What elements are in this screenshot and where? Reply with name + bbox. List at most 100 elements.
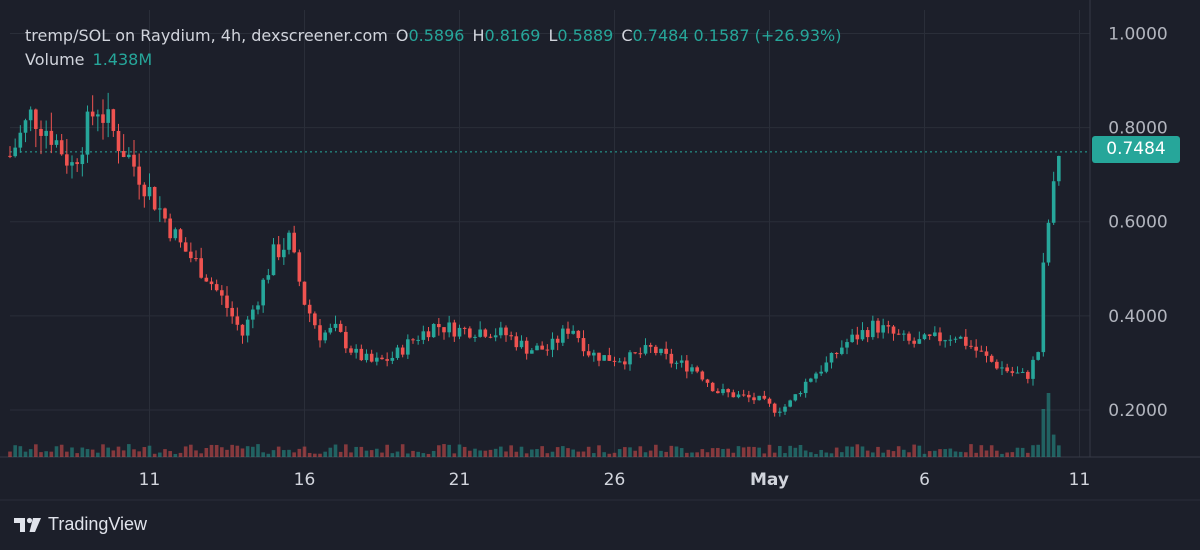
volume-bar: [421, 453, 426, 457]
volume-bar: [876, 446, 880, 457]
candle-body: [431, 324, 436, 338]
volume-bar: [685, 452, 689, 457]
volume-bar: [845, 446, 849, 457]
volume-bar: [23, 451, 28, 457]
candle-body: [34, 109, 38, 129]
volume-bar: [1015, 447, 1020, 457]
candle-body: [778, 411, 782, 413]
candle-body: [840, 347, 844, 354]
volume-bar: [106, 447, 110, 457]
candle-body: [44, 130, 48, 136]
volume-bar: [442, 444, 446, 457]
candle-body: [912, 340, 916, 344]
candle-body: [152, 186, 157, 210]
volume-bar: [566, 448, 570, 457]
candle-body: [576, 330, 581, 339]
volume-bar: [70, 447, 74, 457]
candle-body: [375, 357, 379, 362]
candle-body: [96, 114, 100, 117]
candle-body: [561, 328, 565, 343]
candle-body: [338, 323, 343, 332]
volume-bar: [1036, 444, 1040, 457]
volume-bar: [865, 450, 870, 457]
volume-bar: [328, 447, 333, 457]
volume-bar: [256, 444, 260, 457]
candle-body: [385, 359, 389, 361]
candle-body: [1041, 262, 1046, 353]
candle-body: [685, 360, 689, 372]
volume-bar: [266, 453, 271, 457]
candle-body: [535, 345, 539, 351]
volume-bar: [220, 447, 224, 457]
candle-body: [204, 277, 209, 282]
candle-body: [178, 229, 183, 243]
volume-bar: [168, 451, 172, 457]
candle-body: [628, 352, 632, 365]
candle-body: [359, 348, 364, 361]
volume-bar: [49, 451, 54, 457]
volume-bar: [953, 451, 958, 457]
candle-body: [344, 331, 348, 349]
low-label: L: [548, 26, 558, 45]
candle-body: [648, 345, 653, 347]
chart-title: tremp/SOL on Raydium, 4h, dexscreener.co…: [25, 26, 388, 45]
volume-bar: [762, 453, 767, 457]
candle-body: [1010, 371, 1015, 373]
candle-body: [809, 378, 813, 382]
candle-body: [380, 357, 384, 360]
volume-bar: [137, 451, 141, 457]
volume-bar: [488, 449, 493, 457]
candle-body: [194, 258, 198, 260]
volume-bar: [617, 449, 622, 457]
candle-body: [705, 379, 710, 383]
candle-body: [674, 362, 679, 364]
candle-body: [302, 281, 307, 305]
volume-bar: [400, 444, 405, 457]
candle-body: [483, 329, 488, 337]
candle-body: [225, 295, 229, 308]
candle-body: [917, 339, 922, 344]
volume-bar: [44, 451, 48, 457]
volume-bar: [431, 450, 436, 457]
candle-body: [597, 352, 601, 361]
candle-body: [452, 322, 457, 337]
volume-bar: [612, 452, 617, 457]
volume-bar: [127, 444, 131, 457]
candle-body: [938, 332, 942, 342]
candle-body: [230, 307, 234, 317]
candle-body: [814, 373, 818, 379]
volume-bar: [240, 448, 245, 457]
candle-body: [406, 339, 410, 355]
candle-body: [85, 111, 90, 155]
volume-bar: [59, 444, 64, 457]
volume-bar: [509, 445, 513, 457]
volume-bar: [214, 445, 219, 457]
volume-bar: [757, 447, 761, 457]
volume-bar: [364, 450, 369, 457]
volume-bar: [132, 449, 136, 457]
candle-body: [447, 322, 451, 333]
candle-body: [59, 140, 64, 155]
candle-body: [922, 334, 927, 340]
volume-bar: [989, 445, 994, 457]
volume-bar: [927, 451, 932, 457]
candle-body: [586, 351, 591, 356]
volume-bar: [1000, 453, 1004, 457]
volume-bar: [741, 447, 746, 457]
volume-legend: Volume 1.438M: [25, 50, 152, 70]
volume-bar: [917, 445, 922, 457]
x-tick-label: 11: [139, 470, 161, 490]
volume-bar: [824, 452, 829, 457]
volume-bar: [338, 451, 343, 457]
volume-bar: [736, 446, 741, 457]
volume-bar: [555, 447, 560, 457]
volume-bar: [183, 446, 188, 457]
candle-body: [462, 327, 467, 329]
candle-body: [473, 336, 477, 338]
volume-bar: [669, 445, 674, 457]
volume-bar: [912, 444, 916, 457]
candle-body: [189, 251, 193, 259]
y-tick-label: 0.6000: [1108, 213, 1167, 233]
tradingview-logo[interactable]: TradingView: [14, 514, 147, 535]
